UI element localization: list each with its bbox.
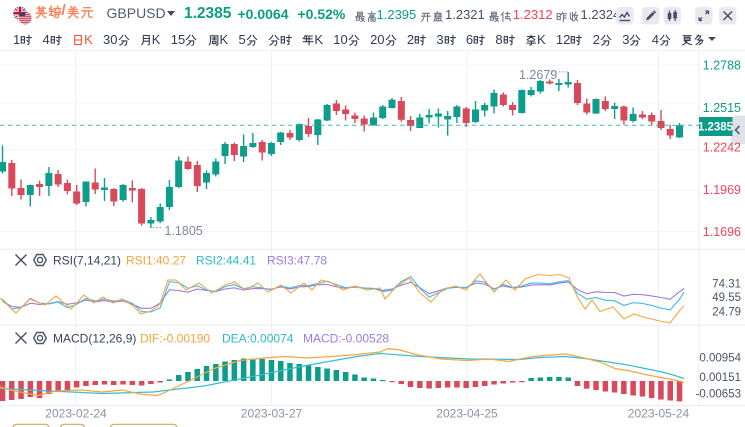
svg-text:74.31: 74.31 [712,279,741,291]
svg-text:24.79: 24.79 [712,307,741,319]
svg-text:0.00151: 0.00151 [699,372,741,384]
svg-text:RSI3:47.78: RSI3:47.78 [267,254,327,268]
svg-text:2023-02-24: 2023-02-24 [45,407,107,421]
svg-text:RSI1:40.27: RSI1:40.27 [126,254,186,268]
svg-text:2023-05-24: 2023-05-24 [628,407,690,421]
svg-text:DIF:-0.00190: DIF:-0.00190 [140,332,210,346]
svg-text:1.2679: 1.2679 [519,68,557,82]
svg-text:1.1969: 1.1969 [703,183,741,197]
svg-text:MACD(12,26,9): MACD(12,26,9) [53,332,136,346]
svg-text:49.55: 49.55 [712,292,741,304]
svg-text:2023-04-25: 2023-04-25 [436,407,498,421]
svg-text:MACD:-0.00528: MACD:-0.00528 [303,332,389,346]
svg-text:1.2515: 1.2515 [703,101,741,115]
svg-text:RSI2:44.41: RSI2:44.41 [196,254,256,268]
svg-text:DEA:0.00074: DEA:0.00074 [222,332,294,346]
svg-text:1.2385: 1.2385 [698,122,734,134]
svg-text:RSI(7,14,21): RSI(7,14,21) [53,254,121,268]
svg-text:-0.00653: -0.00653 [696,389,741,401]
svg-text:1.1805: 1.1805 [165,224,203,238]
svg-text:2023-03-27: 2023-03-27 [241,407,303,421]
svg-text:1.1696: 1.1696 [703,225,741,239]
svg-text:0.00954: 0.00954 [699,353,741,365]
svg-text:1.2242: 1.2242 [703,141,741,155]
svg-text:1.2788: 1.2788 [703,59,741,73]
